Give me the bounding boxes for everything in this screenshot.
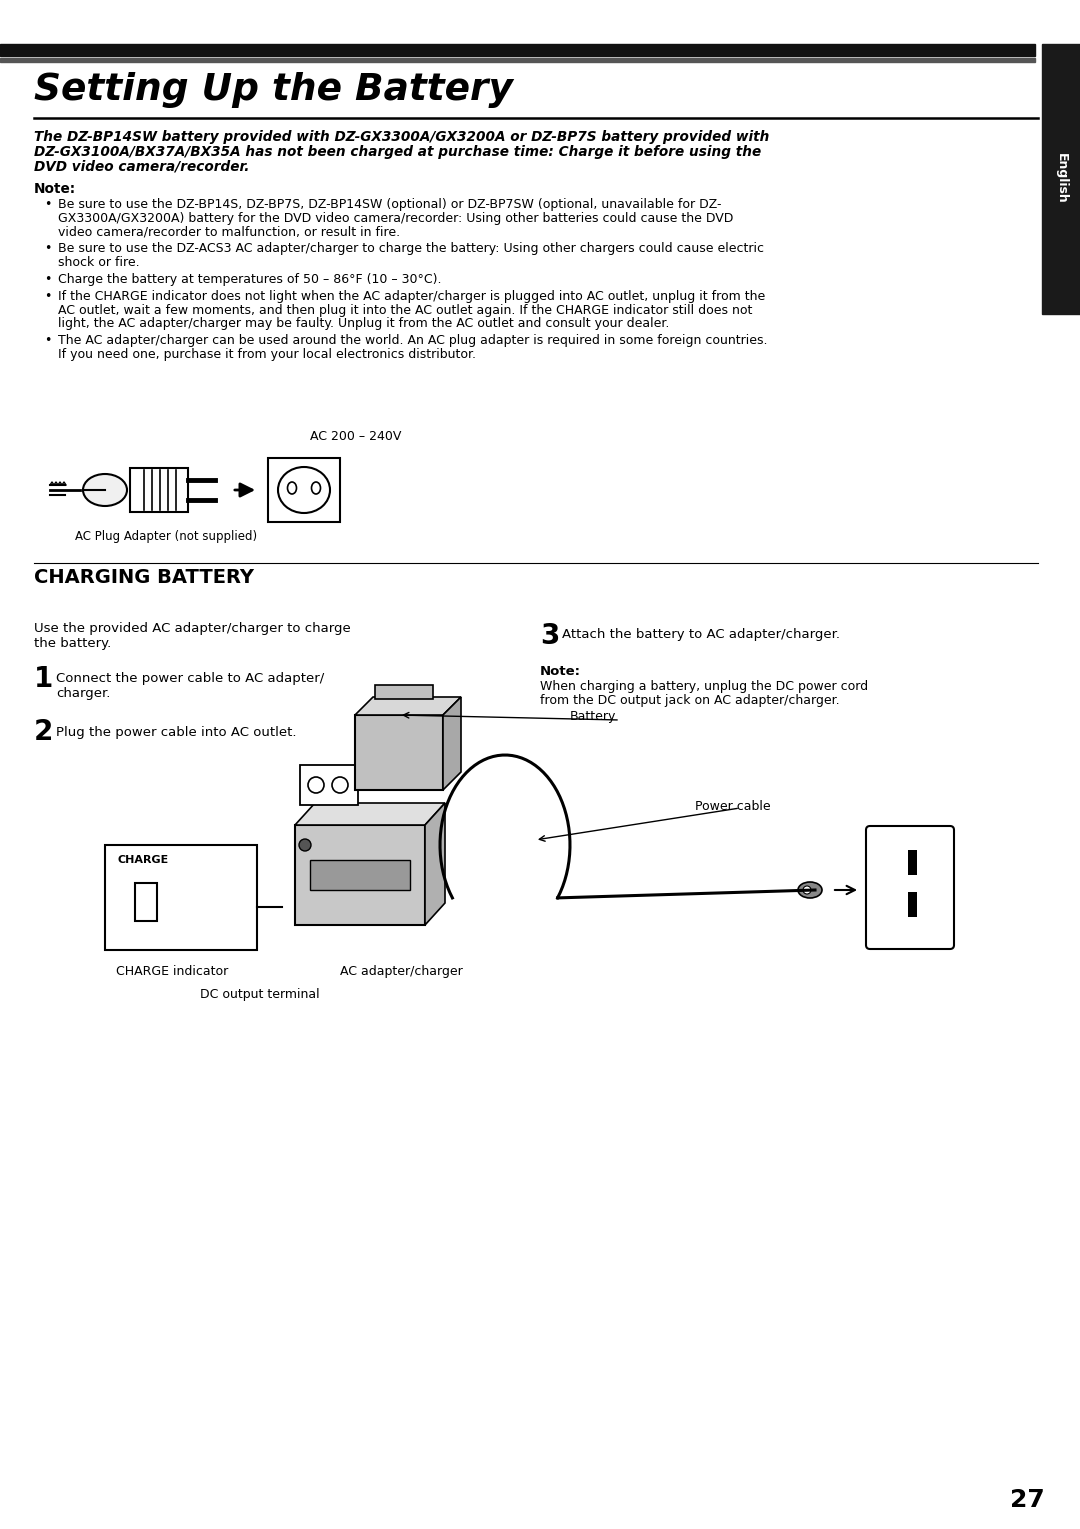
Text: When charging a battery, unplug the DC power cord: When charging a battery, unplug the DC p… <box>540 680 868 693</box>
Text: GX3300A/GX3200A) battery for the DVD video camera/recorder: Using other batterie: GX3300A/GX3200A) battery for the DVD vid… <box>58 213 733 225</box>
Text: 27: 27 <box>1010 1488 1044 1512</box>
Text: AC adapter/charger: AC adapter/charger <box>340 965 462 979</box>
Text: The AC adapter/charger can be used around the world. An AC plug adapter is requi: The AC adapter/charger can be used aroun… <box>58 335 768 347</box>
Text: shock or fire.: shock or fire. <box>58 257 139 269</box>
Text: DC output terminal: DC output terminal <box>200 988 320 1001</box>
Polygon shape <box>355 697 461 716</box>
Text: The DZ-BP14SW battery provided with DZ-GX3300A/GX3200A or DZ-BP7S battery provid: The DZ-BP14SW battery provided with DZ-G… <box>33 130 769 144</box>
Bar <box>908 891 917 917</box>
Text: AC outlet, wait a few moments, and then plug it into the AC outlet again. If the: AC outlet, wait a few moments, and then … <box>58 304 753 317</box>
Polygon shape <box>426 803 445 925</box>
Text: Be sure to use the DZ-ACS3 AC adapter/charger to charge the battery: Using other: Be sure to use the DZ-ACS3 AC adapter/ch… <box>58 243 764 255</box>
Text: •: • <box>44 197 52 211</box>
Text: Use the provided AC adapter/charger to charge: Use the provided AC adapter/charger to c… <box>33 622 351 635</box>
Text: 1: 1 <box>33 665 53 693</box>
Text: CHARGE: CHARGE <box>117 855 168 865</box>
Bar <box>105 846 257 950</box>
Ellipse shape <box>311 482 321 494</box>
Text: 3: 3 <box>540 622 559 650</box>
Bar <box>135 884 157 920</box>
Text: Power cable: Power cable <box>696 800 771 813</box>
Circle shape <box>804 885 811 894</box>
Text: Note:: Note: <box>33 182 76 196</box>
Text: CHARGING BATTERY: CHARGING BATTERY <box>33 567 254 587</box>
Text: If the CHARGE indicator does not light when the AC adapter/charger is plugged in: If the CHARGE indicator does not light w… <box>58 291 766 303</box>
Text: CHARGE indicator: CHARGE indicator <box>116 965 228 979</box>
Text: charger.: charger. <box>56 687 110 700</box>
FancyArrowPatch shape <box>234 483 252 495</box>
Bar <box>300 764 357 804</box>
Bar <box>1042 44 1080 313</box>
Bar <box>295 826 426 925</box>
Text: •: • <box>44 335 52 347</box>
Bar <box>130 468 188 512</box>
Text: English: English <box>1054 153 1067 203</box>
Ellipse shape <box>798 882 822 898</box>
Polygon shape <box>295 803 445 826</box>
FancyBboxPatch shape <box>866 826 954 950</box>
Text: DVD video camera/recorder.: DVD video camera/recorder. <box>33 161 249 174</box>
Text: light, the AC adapter/charger may be faulty. Unplug it from the AC outlet and co: light, the AC adapter/charger may be fau… <box>58 318 670 330</box>
Text: •: • <box>44 274 52 286</box>
Bar <box>268 459 340 521</box>
Bar <box>355 716 443 790</box>
Ellipse shape <box>83 474 127 506</box>
Circle shape <box>299 839 311 852</box>
Polygon shape <box>443 697 461 790</box>
Text: Note:: Note: <box>540 665 581 677</box>
Text: DZ-GX3100A/BX37A/BX35A has not been charged at purchase time: Charge it before u: DZ-GX3100A/BX37A/BX35A has not been char… <box>33 145 761 159</box>
Bar <box>0 58 1035 63</box>
Text: •: • <box>44 243 52 255</box>
Text: Battery: Battery <box>570 709 617 723</box>
Text: Be sure to use the DZ-BP14S, DZ-BP7S, DZ-BP14SW (optional) or DZ-BP7SW (optional: Be sure to use the DZ-BP14S, DZ-BP7S, DZ… <box>58 197 721 211</box>
Text: 2: 2 <box>33 719 53 746</box>
Text: Connect the power cable to AC adapter/: Connect the power cable to AC adapter/ <box>56 673 324 685</box>
Bar <box>375 685 433 699</box>
Bar <box>0 44 1035 57</box>
Text: Setting Up the Battery: Setting Up the Battery <box>33 72 513 109</box>
Text: from the DC output jack on AC adapter/charger.: from the DC output jack on AC adapter/ch… <box>540 694 839 706</box>
Bar <box>310 859 410 890</box>
Text: Charge the battery at temperatures of 50 – 86°F (10 – 30°C).: Charge the battery at temperatures of 50… <box>58 274 442 286</box>
Text: AC 200 – 240V: AC 200 – 240V <box>310 430 402 443</box>
Text: video camera/recorder to malfunction, or result in fire.: video camera/recorder to malfunction, or… <box>58 226 400 239</box>
Text: •: • <box>44 291 52 303</box>
Text: Attach the battery to AC adapter/charger.: Attach the battery to AC adapter/charger… <box>562 628 840 641</box>
Ellipse shape <box>287 482 297 494</box>
Text: the battery.: the battery. <box>33 638 111 650</box>
Text: AC Plug Adapter (not supplied): AC Plug Adapter (not supplied) <box>75 531 257 543</box>
Bar <box>908 850 917 875</box>
Text: Plug the power cable into AC outlet.: Plug the power cable into AC outlet. <box>56 726 297 739</box>
Text: If you need one, purchase it from your local electronics distributor.: If you need one, purchase it from your l… <box>58 349 476 361</box>
